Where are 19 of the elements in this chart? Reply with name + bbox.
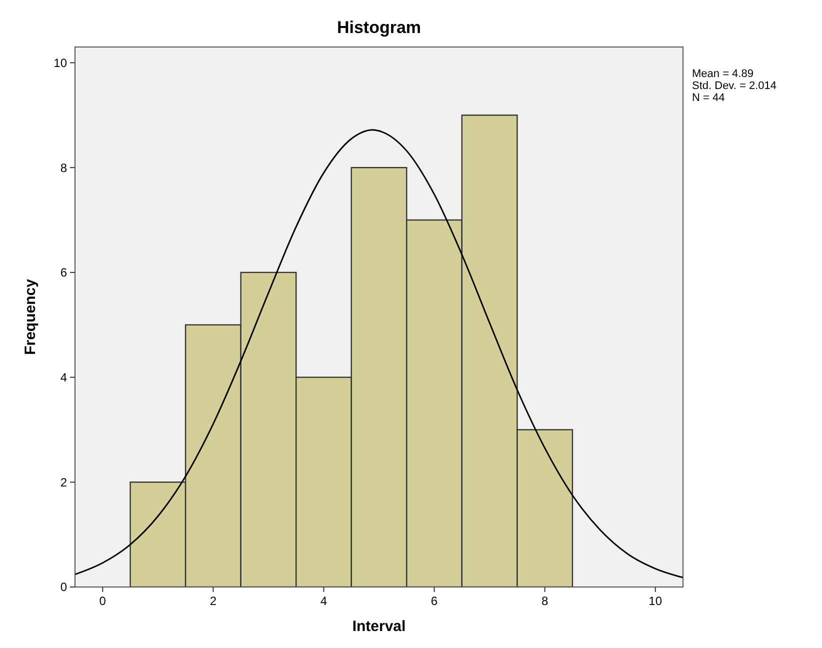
- x-tick-label: 8: [541, 594, 548, 608]
- y-tick-label: 8: [60, 160, 68, 175]
- text: N = 44: [692, 92, 725, 104]
- x-tick-label: 2: [210, 594, 217, 608]
- line-series: [75, 129, 683, 578]
- text: Std. Dev. = 2.014: [692, 80, 776, 92]
- x-tick-label: 0: [99, 594, 106, 608]
- x-axis-title: Interval: [352, 618, 406, 635]
- y-tick-label: 0: [60, 580, 68, 594]
- text: Mean = 4.89: [692, 68, 754, 80]
- y-tick-label: 4: [60, 370, 68, 384]
- x-tick-label: 10: [648, 594, 662, 608]
- x-tick-label: 4: [320, 594, 328, 608]
- y-tick-label: 10: [54, 56, 68, 70]
- x-tick-label: 6: [430, 594, 438, 608]
- y-axis-title: Frequency: [22, 278, 39, 355]
- y-tick-label: 6: [60, 266, 68, 280]
- chart-title: Histogram: [336, 18, 422, 37]
- y-tick-label: 2: [60, 475, 68, 490]
